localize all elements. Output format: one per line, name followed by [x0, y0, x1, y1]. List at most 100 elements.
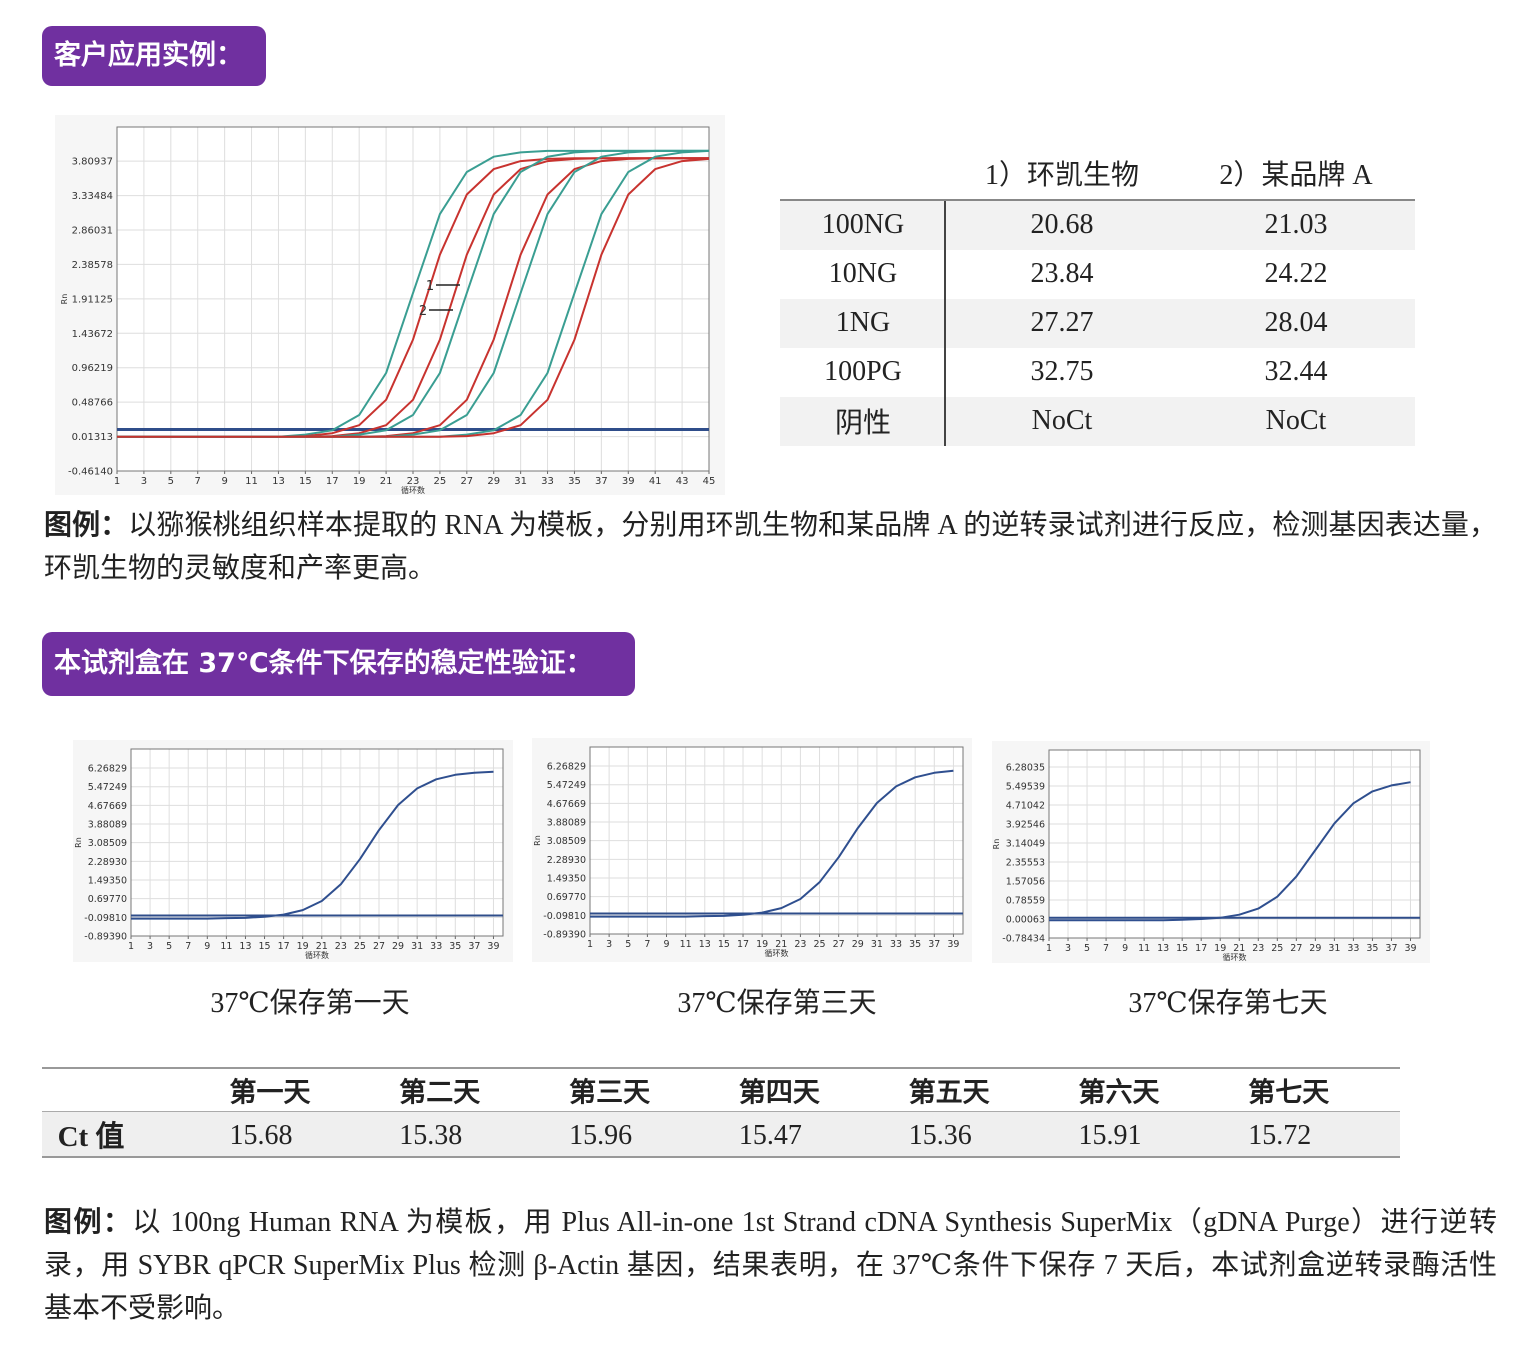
- x-tick-label: 5: [1084, 943, 1090, 954]
- table-cell: 20.68: [1030, 209, 1094, 240]
- chart-caption: 37℃保存第七天: [1128, 987, 1327, 1019]
- row-label: 100NG: [821, 209, 905, 240]
- x-tick-label: 13: [1157, 943, 1169, 954]
- table-cell: 15.38: [399, 1120, 463, 1151]
- x-tick-label: 7: [644, 939, 650, 950]
- x-tick-label: 3: [147, 941, 153, 952]
- y-tick-label: 0.48766: [72, 398, 113, 409]
- curve: [590, 769, 954, 918]
- column-header: 2）某品牌 A: [1219, 160, 1373, 191]
- x-tick-label: 9: [204, 941, 210, 952]
- x-tick-label: 29: [1309, 943, 1321, 954]
- plot-border: [130, 748, 504, 937]
- table-cell: 15.91: [1078, 1120, 1142, 1151]
- x-tick-label: 25: [434, 476, 447, 487]
- x-tick-label: 45: [703, 476, 716, 487]
- y-tick-label: 4.67669: [88, 801, 127, 812]
- y-tick-label: 4.71042: [1006, 800, 1045, 811]
- y-tick-label: 3.88089: [88, 820, 127, 831]
- row-label: 100PG: [824, 356, 902, 387]
- caption-lead: 图例：: [44, 508, 129, 541]
- x-tick-label: 17: [326, 476, 339, 487]
- x-tick-label: 25: [1271, 943, 1283, 954]
- column-header: 1）环凯生物: [984, 160, 1140, 191]
- x-tick-label: 27: [833, 939, 845, 950]
- y-tick-label: 5.47249: [547, 780, 586, 791]
- y-tick-label: 1.57056: [1006, 876, 1045, 887]
- section-badge: 本试剂盒在 37℃条件下保存的稳定性验证：: [42, 632, 635, 696]
- x-tick-label: 15: [299, 476, 312, 487]
- y-tick-label: 6.26829: [88, 764, 127, 775]
- annotation: 1: [426, 279, 434, 294]
- x-tick-label: 33: [541, 476, 554, 487]
- x-tick-label: 13: [239, 941, 251, 952]
- x-tick-label: 19: [756, 939, 768, 950]
- x-tick-label: 9: [663, 939, 669, 950]
- plot-area: [1049, 750, 1420, 938]
- x-tick-label: 39: [622, 476, 635, 487]
- y-axis-label: Rn: [992, 839, 1001, 850]
- x-tick-label: 15: [258, 941, 270, 952]
- table-cell: 21.03: [1264, 209, 1328, 240]
- x-tick-label: 25: [813, 939, 825, 950]
- y-tick-label: 3.14049: [1006, 838, 1045, 849]
- x-tick-label: 31: [871, 939, 883, 950]
- x-tick-label: 17: [278, 941, 290, 952]
- x-tick-label: 1: [128, 941, 134, 952]
- table-cell: NoCt: [1031, 405, 1093, 436]
- curve: [131, 770, 494, 920]
- rule: [780, 199, 1415, 201]
- curve: [1049, 781, 1411, 922]
- x-tick-label: 37: [468, 941, 480, 952]
- x-tick-label: 1: [114, 476, 120, 487]
- y-tick-label: -0.46140: [68, 467, 113, 478]
- x-tick-label: 19: [353, 476, 366, 487]
- y-axis-label: Rn: [74, 837, 83, 848]
- x-tick-label: 39: [487, 941, 499, 952]
- row-shade: [42, 1112, 1400, 1157]
- y-tick-label: 2.28930: [547, 855, 586, 866]
- x-tick-label: 23: [335, 941, 347, 952]
- y-tick-label: 1.91125: [72, 294, 113, 305]
- x-tick-label: 41: [649, 476, 662, 487]
- x-tick-label: 31: [411, 941, 423, 952]
- column-header: 第三天: [569, 1077, 651, 1109]
- column-header: 第二天: [399, 1077, 481, 1109]
- x-tick-label: 29: [852, 939, 864, 950]
- x-tick-label: 27: [373, 941, 385, 952]
- caption-lead: 图例：: [44, 1205, 133, 1238]
- x-tick-label: 43: [676, 476, 689, 487]
- x-tick-label: 23: [407, 476, 420, 487]
- y-tick-label: 4.67669: [547, 799, 586, 810]
- x-tick-label: 5: [625, 939, 631, 950]
- x-tick-label: 37: [595, 476, 608, 487]
- y-tick-label: 3.92546: [1006, 819, 1045, 830]
- y-tick-label: -0.89390: [84, 932, 127, 943]
- table-cell: 28.04: [1264, 307, 1328, 338]
- annotation: 2: [419, 304, 427, 319]
- x-tick-label: 21: [316, 941, 328, 952]
- x-tick-label: 13: [699, 939, 711, 950]
- y-tick-label: 2.86031: [72, 226, 113, 237]
- row-shade: [780, 299, 1415, 348]
- y-tick-label: 6.28035: [1006, 762, 1045, 773]
- x-tick-label: 7: [195, 476, 201, 487]
- x-tick-label: 17: [737, 939, 749, 950]
- table-cell: 15.72: [1248, 1120, 1312, 1151]
- x-tick-label: 33: [1347, 943, 1359, 954]
- x-tick-label: 21: [380, 476, 393, 487]
- x-tick-label: 35: [909, 939, 921, 950]
- caption-text: 以 100ng Human RNA 为模板，用 Plus All-in-one …: [44, 1207, 1497, 1324]
- x-tick-label: 11: [1138, 943, 1150, 954]
- rule: [944, 201, 946, 446]
- y-tick-label: 0.00063: [1006, 914, 1045, 925]
- x-tick-label: 23: [1252, 943, 1264, 954]
- table-cell: 15.96: [569, 1120, 633, 1151]
- column-header: 第七天: [1248, 1077, 1330, 1109]
- x-tick-label: 21: [775, 939, 787, 950]
- x-tick-label: 39: [1404, 943, 1416, 954]
- y-tick-label: 0.78559: [1006, 895, 1045, 906]
- x-axis-label: 循环数: [765, 948, 789, 958]
- y-tick-label: -0.89390: [543, 930, 586, 941]
